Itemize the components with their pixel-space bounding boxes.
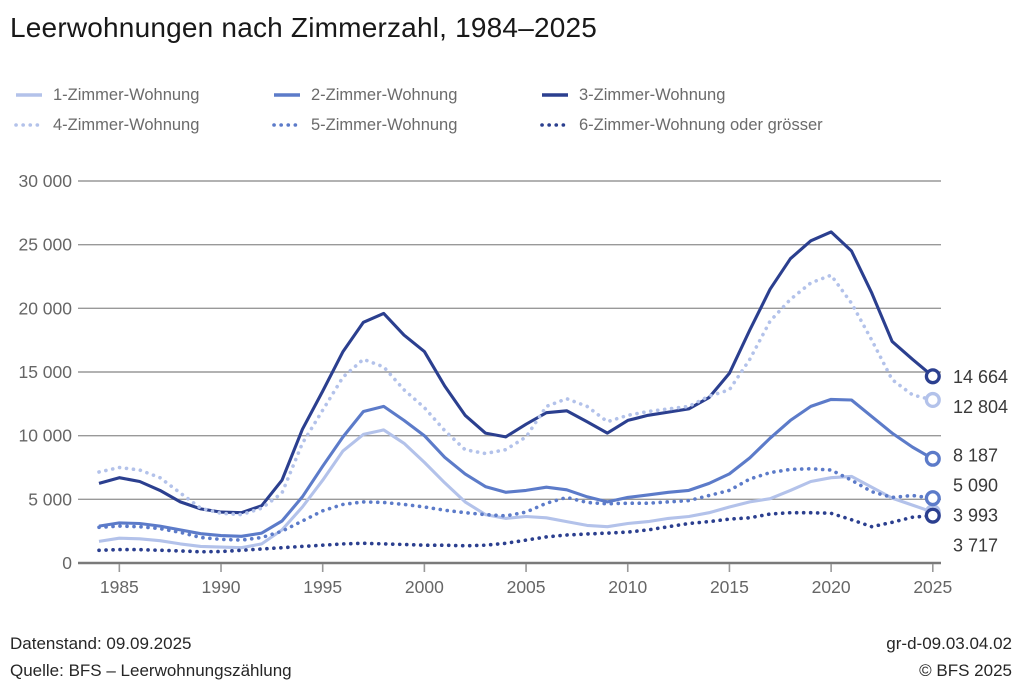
legend-row: 1-Zimmer-Wohnung 2-Zimmer-Wohnung 3-Zimmer… xyxy=(14,80,1014,110)
series-line-6-Zimmer-Wohnung oder grösser xyxy=(97,510,935,554)
legend-item-3-Zimmer-Wohnung: 3-Zimmer-Wohnung xyxy=(540,86,1014,105)
legend-label: 2-Zimmer-Wohnung xyxy=(311,85,458,104)
end-marker-5-Zimmer-Wohnung xyxy=(924,490,941,507)
gridlines: 0 5 000 10 000 15 000 20 000 25 000 30 000 xyxy=(18,171,941,573)
legend-label: 4-Zimmer-Wohnung xyxy=(53,115,200,134)
end-value-label: 12 804 xyxy=(953,397,1008,417)
end-value-label: 3 993 xyxy=(953,506,998,526)
solid-line-swatch-icon xyxy=(272,86,302,104)
legend-label: 3-Zimmer-Wohnung xyxy=(579,85,726,104)
footer-code: gr-d-09.03.04.02 xyxy=(886,634,1012,653)
legend-label: 6-Zimmer-Wohnung oder grösser xyxy=(579,115,823,134)
series-line-4-Zimmer-Wohnung xyxy=(97,273,935,517)
end-value-label: 5 090 xyxy=(953,476,998,496)
y-tick-label: 0 xyxy=(62,553,72,573)
x-tick-label: 1985 xyxy=(100,577,139,597)
x-axis: 1985 1990 1995 2000 2005 2010 2015 2020 2025 xyxy=(100,564,952,597)
solid-line-swatch-icon xyxy=(540,86,570,104)
x-tick-label: 2005 xyxy=(507,577,546,597)
footer-datenstand: Datenstand: 09.09.2025 xyxy=(10,634,192,653)
legend-item-2-Zimmer-Wohnung: 2-Zimmer-Wohnung xyxy=(272,86,540,105)
series-line-5-Zimmer-Wohnung xyxy=(97,466,935,542)
end-labels: 14 664 12 804 8 187 5 090 3 993 3 717 xyxy=(953,367,1008,556)
x-tick-label: 1990 xyxy=(202,577,241,597)
legend-item-1-Zimmer-Wohnung: 1-Zimmer-Wohnung xyxy=(14,86,272,105)
legend-item-5-Zimmer-Wohnung: 5-Zimmer-Wohnung xyxy=(272,116,540,135)
legend-row: 4-Zimmer-Wohnung 5-Zimmer-Wohnung 6-Zimmer… xyxy=(14,110,1014,140)
solid-line-swatch-icon xyxy=(14,86,44,104)
footer-copyright: © BFS 2025 xyxy=(919,661,1012,680)
x-tick-label: 2020 xyxy=(812,577,851,597)
end-marker-4-Zimmer-Wohnung xyxy=(924,391,941,409)
y-tick-label: 10 000 xyxy=(18,426,72,446)
x-tick-label: 1995 xyxy=(303,577,342,597)
end-marker-2-Zimmer-Wohnung xyxy=(924,450,941,467)
end-markers xyxy=(924,368,941,524)
legend-label: 1-Zimmer-Wohnung xyxy=(53,85,200,104)
footer-quelle: Quelle: BFS – Leerwohnungszählung xyxy=(10,661,292,680)
end-marker-6-Zimmer-Wohnung oder grösser xyxy=(924,507,941,524)
dotted-line-swatch-icon xyxy=(272,116,302,134)
footer-right: gr-d-09.03.04.02 © BFS 2025 xyxy=(886,630,1012,684)
series-line-3-Zimmer-Wohnung xyxy=(98,230,934,515)
x-tick-label: 2000 xyxy=(405,577,444,597)
end-marker-3-Zimmer-Wohnung xyxy=(924,368,941,385)
y-tick-label: 20 000 xyxy=(18,298,72,318)
series-line-2-Zimmer-Wohnung xyxy=(98,397,934,538)
x-tick-label: 2010 xyxy=(608,577,647,597)
dotted-line-swatch-icon xyxy=(540,116,570,134)
legend-label: 5-Zimmer-Wohnung xyxy=(311,115,458,134)
y-tick-label: 5 000 xyxy=(28,489,72,509)
end-value-label: 14 664 xyxy=(953,367,1008,387)
y-tick-label: 15 000 xyxy=(18,362,72,382)
end-value-label: 8 187 xyxy=(953,446,998,466)
chart-title: Leerwohnungen nach Zimmerzahl, 1984–2025 xyxy=(10,12,598,43)
footer-left: Datenstand: 09.09.2025 Quelle: BFS – Lee… xyxy=(10,630,292,684)
x-tick-label: 2025 xyxy=(913,577,952,597)
dotted-line-swatch-icon xyxy=(14,116,44,134)
series-line-1-Zimmer-Wohnung xyxy=(98,428,934,550)
series-lines xyxy=(97,230,935,554)
legend-item-4-Zimmer-Wohnung: 4-Zimmer-Wohnung xyxy=(14,116,272,135)
end-value-label: 3 717 xyxy=(953,536,998,556)
legend-item-6-Zimmer-Wohnung oder grösser: 6-Zimmer-Wohnung oder grösser xyxy=(540,116,1014,135)
x-tick-label: 2015 xyxy=(710,577,749,597)
y-tick-label: 25 000 xyxy=(18,235,72,255)
y-tick-label: 30 000 xyxy=(18,171,72,191)
legend: 1-Zimmer-Wohnung 2-Zimmer-Wohnung 3-Zimmer… xyxy=(14,80,1014,140)
